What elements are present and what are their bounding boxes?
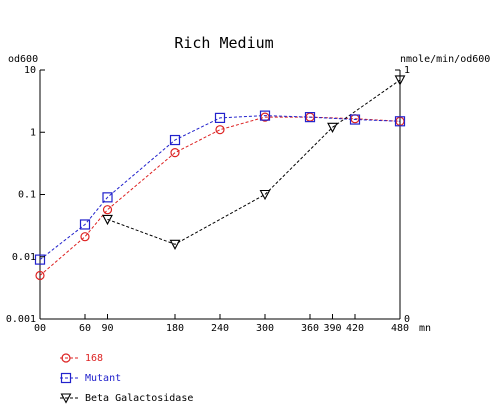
- legend-label: 168: [85, 353, 103, 364]
- legend: 168 Mutant Beta Galactosidase: [60, 353, 193, 404]
- data-point: [394, 75, 406, 86]
- y-left-axis-label: od600: [8, 54, 38, 65]
- data-point: [79, 219, 91, 230]
- data-point: [169, 134, 181, 146]
- data-point: [60, 393, 72, 404]
- legend-label: Beta Galactosidase: [85, 393, 193, 404]
- data-point: [169, 239, 181, 250]
- series-line: [39, 115, 401, 260]
- series-line: [107, 79, 401, 245]
- x-tick-label: 390: [323, 323, 341, 334]
- data-point: [349, 114, 361, 125]
- y-left-tick-label: 0.01: [12, 252, 36, 263]
- y-right-tick-label: 0: [404, 314, 410, 325]
- x-tick-label: 180: [166, 323, 184, 334]
- data-point: [327, 122, 338, 133]
- data-point: [80, 232, 90, 242]
- x-tick-label: 360: [301, 323, 319, 334]
- data-point: [102, 205, 113, 215]
- x-tick-label: 420: [346, 323, 364, 334]
- x-tick-label: 00: [34, 323, 46, 334]
- y-left-tick-label: 10: [24, 65, 36, 76]
- chart-title: Rich Medium: [174, 34, 273, 52]
- data-point: [259, 110, 271, 121]
- series-line: [39, 116, 401, 276]
- data-point: [394, 116, 406, 127]
- x-tick-label: 90: [101, 323, 113, 334]
- x-tick-label: 300: [256, 323, 274, 334]
- data-point: [102, 214, 113, 226]
- data-point: [60, 372, 72, 384]
- plot-marks: [34, 75, 406, 281]
- data-point: [102, 192, 113, 203]
- x-tick-label: 60: [79, 323, 91, 334]
- y-right-axis-label: nmole/min/od600: [400, 54, 490, 65]
- y-right-tick-label: 1: [404, 65, 410, 76]
- data-point: [215, 125, 225, 135]
- y-left-tick-label: 0.1: [18, 190, 36, 201]
- data-point: [35, 270, 45, 281]
- legend-label: Mutant: [85, 373, 121, 384]
- y-left-tick-label: 0.001: [6, 314, 36, 325]
- x-axis-unit-label: mn: [419, 323, 431, 334]
- x-tick-label: 240: [211, 323, 229, 334]
- data-point: [214, 112, 226, 124]
- y-left-tick-label: 1: [30, 127, 36, 138]
- data-point: [304, 112, 316, 123]
- x-tick-label: 480: [391, 323, 409, 334]
- data-point: [259, 189, 271, 201]
- data-point: [170, 148, 180, 158]
- data-point: [34, 254, 46, 265]
- data-point: [61, 353, 71, 363]
